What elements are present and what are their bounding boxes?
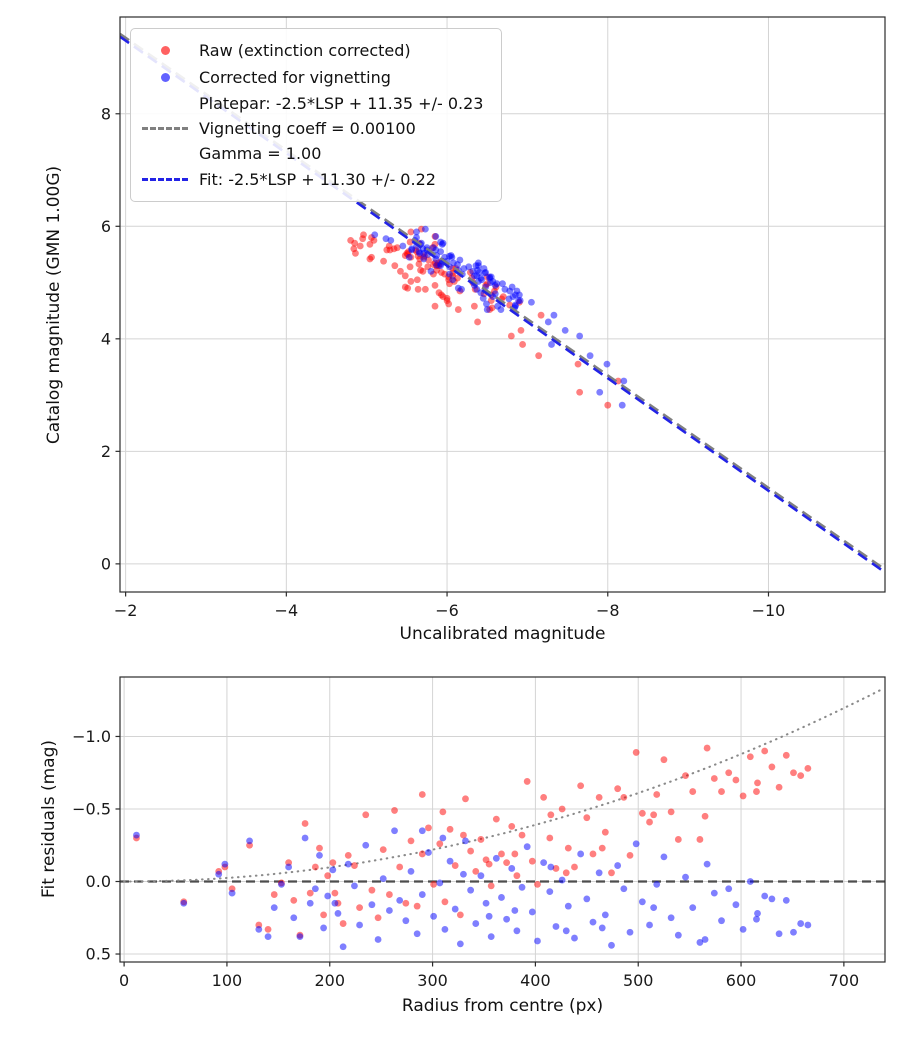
legend-corrected-label: Corrected for vignetting <box>199 68 391 87</box>
svg-text:−2: −2 <box>114 601 138 620</box>
bottom-ylabel: Fit residuals (mag) <box>39 740 59 898</box>
svg-text:0: 0 <box>101 554 111 573</box>
svg-text:400: 400 <box>520 971 551 990</box>
top-xlabel: Uncalibrated magnitude <box>399 624 606 644</box>
svg-text:−4: −4 <box>275 601 299 620</box>
svg-text:700: 700 <box>829 971 860 990</box>
top-chart <box>120 32 885 574</box>
svg-text:−10: −10 <box>752 601 786 620</box>
svg-text:8: 8 <box>101 104 111 123</box>
svg-text:100: 100 <box>212 971 243 990</box>
legend-fit-label: Fit: -2.5*LSP + 11.30 +/- 0.22 <box>199 170 436 189</box>
svg-text:6: 6 <box>101 217 111 236</box>
svg-text:200: 200 <box>314 971 345 990</box>
raw-residual-points <box>133 744 812 939</box>
top-ylabel: Catalog magnitude (GMN 1.00G) <box>44 165 64 445</box>
legend-entry-corrected: Corrected for vignetting <box>141 64 483 91</box>
svg-text:0.5: 0.5 <box>86 945 111 964</box>
svg-text:−6: −6 <box>435 601 459 620</box>
legend-entry-fit: Fit: -2.5*LSP + 11.30 +/- 0.22 <box>141 166 483 193</box>
svg-text:500: 500 <box>623 971 654 990</box>
svg-text:−0.5: −0.5 <box>72 799 111 818</box>
svg-text:0.0: 0.0 <box>86 872 111 891</box>
bottom-chart-spine <box>119 676 886 963</box>
bottom-chart <box>120 688 885 951</box>
legend-platepar-line3: Gamma = 1.00 <box>199 144 322 163</box>
top-chart-grid-and-ticks: −2 −4 −6 −8 −10 0 2 4 6 8 <box>101 17 885 620</box>
fit-dash-icon <box>142 178 188 181</box>
platepar-dash-icon <box>142 127 188 130</box>
svg-text:300: 300 <box>417 971 448 990</box>
legend-entry-platepar: Platepar: -2.5*LSP + 11.35 +/- 0.23 Vign… <box>141 91 483 166</box>
svg-text:0: 0 <box>119 971 129 990</box>
legend-entry-raw: Raw (extinction corrected) <box>141 37 483 64</box>
corrected-residual-points <box>133 827 812 951</box>
legend-platepar-line1: Platepar: -2.5*LSP + 11.35 +/- 0.23 <box>199 94 484 113</box>
svg-text:4: 4 <box>101 329 111 348</box>
raw-points <box>347 225 622 409</box>
bottom-xlabel: Radius from centre (px) <box>401 996 604 1016</box>
legend-raw-label: Raw (extinction corrected) <box>199 41 411 60</box>
corrected-marker-icon <box>160 73 170 82</box>
svg-text:−8: −8 <box>596 601 620 620</box>
svg-text:600: 600 <box>726 971 757 990</box>
vignetting-curve <box>123 688 882 883</box>
top-chart-spine <box>119 16 886 593</box>
legend: Raw (extinction corrected) Corrected for… <box>130 28 503 202</box>
svg-text:−1.0: −1.0 <box>72 727 111 746</box>
legend-platepar-line2: Vignetting coeff = 0.00100 <box>199 119 416 138</box>
raw-marker-icon <box>160 46 170 55</box>
svg-text:2: 2 <box>101 442 111 461</box>
bottom-chart-grid-and-ticks: 0 100 200 300 400 500 600 700 0.5 0.0 −0.5 −1.0 <box>72 677 885 990</box>
